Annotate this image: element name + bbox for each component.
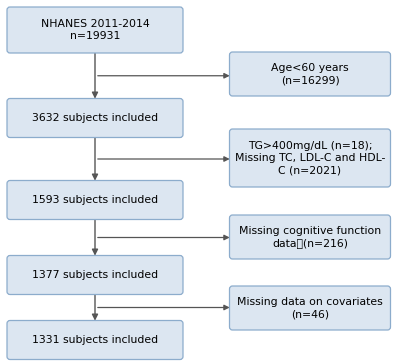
Text: 1377 subjects included: 1377 subjects included [32, 270, 158, 280]
FancyBboxPatch shape [7, 99, 183, 138]
Text: 1331 subjects included: 1331 subjects included [32, 335, 158, 345]
Text: NHANES 2011-2014
n=19931: NHANES 2011-2014 n=19931 [41, 19, 149, 41]
Text: 3632 subjects included: 3632 subjects included [32, 113, 158, 123]
FancyBboxPatch shape [230, 52, 390, 96]
FancyBboxPatch shape [7, 320, 183, 360]
FancyBboxPatch shape [230, 129, 390, 187]
Text: Missing data on covariates
(n=46): Missing data on covariates (n=46) [237, 297, 383, 319]
Text: 1593 subjects included: 1593 subjects included [32, 195, 158, 205]
FancyBboxPatch shape [7, 256, 183, 294]
Text: Age<60 years
(n=16299): Age<60 years (n=16299) [271, 63, 349, 85]
FancyBboxPatch shape [7, 181, 183, 219]
FancyBboxPatch shape [230, 215, 390, 259]
Text: TG>400mg/dL (n=18);
Missing TC, LDL-C and HDL-
C (n=2021): TG>400mg/dL (n=18); Missing TC, LDL-C an… [235, 141, 385, 175]
FancyBboxPatch shape [7, 7, 183, 53]
Text: Missing cognitive function
data　(n=216): Missing cognitive function data (n=216) [239, 226, 381, 248]
FancyBboxPatch shape [230, 286, 390, 330]
